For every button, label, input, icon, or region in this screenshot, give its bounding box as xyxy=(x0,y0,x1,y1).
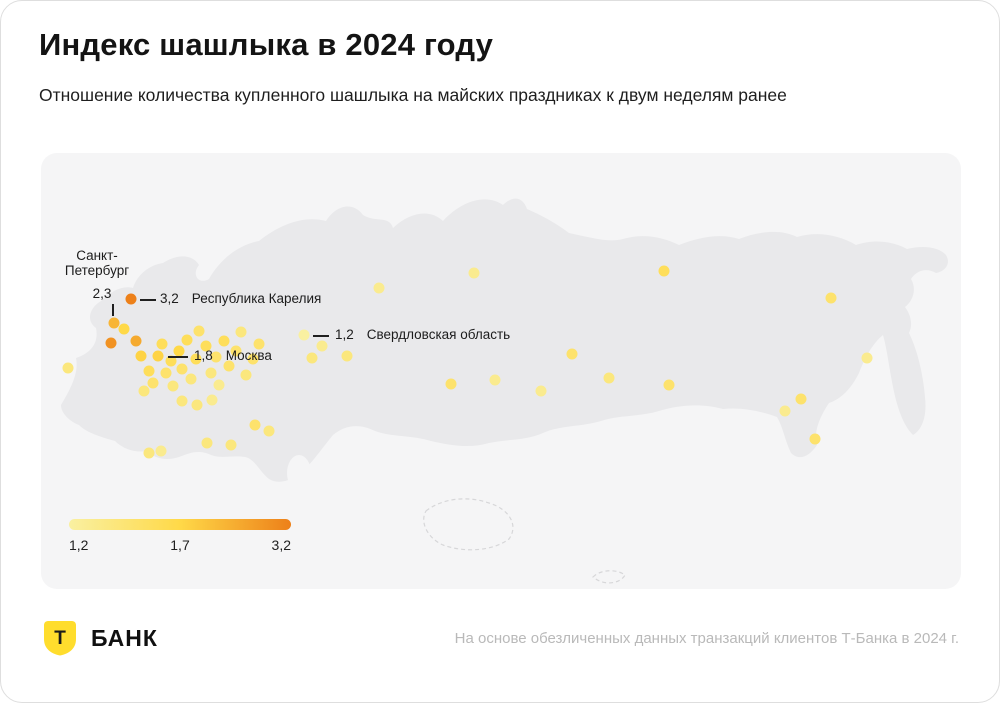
legend-gradient xyxy=(69,519,291,530)
data-point xyxy=(118,323,130,335)
data-point xyxy=(240,369,252,381)
data-point xyxy=(489,374,501,386)
annotation-sverdlovsk: 1,2 Свердловская область xyxy=(335,327,511,343)
data-point xyxy=(306,352,318,364)
annotation-karelia: 3,2 Республика Карелия xyxy=(160,291,322,307)
data-point xyxy=(155,445,167,457)
annotation-value: 3,2 xyxy=(160,291,179,306)
data-point xyxy=(218,335,230,347)
legend-max-label: 3,2 xyxy=(271,537,291,553)
data-point xyxy=(143,447,155,459)
data-point xyxy=(298,329,310,341)
data-point xyxy=(663,379,675,391)
tbank-logo-letter: Т xyxy=(54,628,66,649)
data-point xyxy=(156,338,168,350)
data-point xyxy=(160,367,172,379)
data-point xyxy=(341,350,353,362)
annotation-region: Республика Карелия xyxy=(191,291,322,306)
data-point xyxy=(225,439,237,451)
data-point xyxy=(173,345,185,357)
data-point xyxy=(263,425,275,437)
annotation-value-spb: 2,3 xyxy=(92,286,112,301)
annotation-leader-karelia xyxy=(140,299,156,301)
data-point xyxy=(125,293,137,305)
legend-mid-label: 1,7 xyxy=(170,537,190,553)
footer: Т БАНК На основе обезличенных данных тра… xyxy=(41,617,959,659)
caspian-sea-cutout xyxy=(287,455,311,491)
data-point xyxy=(135,350,147,362)
data-point xyxy=(62,362,74,374)
legend-labels: 1,2 1,7 3,2 xyxy=(69,537,291,553)
data-point xyxy=(191,399,203,411)
data-point xyxy=(176,363,188,375)
data-point xyxy=(535,385,547,397)
data-point xyxy=(861,352,873,364)
data-point xyxy=(213,379,225,391)
data-point xyxy=(138,385,150,397)
legend-min-label: 1,2 xyxy=(69,537,89,553)
data-point xyxy=(658,265,670,277)
dots-layer xyxy=(62,265,873,459)
page-title: Индекс шашлыка в 2024 году xyxy=(39,27,494,62)
data-point xyxy=(566,348,578,360)
data-point xyxy=(206,394,218,406)
data-point xyxy=(167,380,179,392)
neighbor-country-outline xyxy=(423,498,514,551)
data-point xyxy=(468,267,480,279)
data-point xyxy=(825,292,837,304)
data-point xyxy=(230,345,242,357)
tbank-shield-icon: Т xyxy=(44,621,76,656)
data-point xyxy=(105,337,117,349)
tbank-logo: Т БАНК xyxy=(41,619,158,657)
annotation-leader-sverdlovsk xyxy=(313,335,329,337)
data-point xyxy=(193,325,205,337)
map-card: Санкт-Петербург 2,3 3,2 Республика Карел… xyxy=(41,153,961,589)
russia-map xyxy=(61,198,948,584)
data-point xyxy=(190,353,202,365)
data-point xyxy=(809,433,821,445)
data-point xyxy=(247,353,259,365)
bank-label: БАНК xyxy=(91,624,158,651)
data-point xyxy=(223,360,235,372)
data-point xyxy=(147,377,159,389)
legend: 1,2 1,7 3,2 xyxy=(69,519,291,553)
annotation-leader-moscow xyxy=(168,356,188,358)
data-point xyxy=(210,351,222,363)
data-point xyxy=(201,437,213,449)
data-point xyxy=(249,419,261,431)
annotation-region-spb: Санкт-Петербург xyxy=(64,248,130,278)
data-point xyxy=(185,373,197,385)
data-point xyxy=(253,338,265,350)
data-point xyxy=(316,340,328,352)
data-point xyxy=(779,405,791,417)
data-point xyxy=(143,365,155,377)
data-point xyxy=(795,393,807,405)
annotation-value: 1,2 xyxy=(335,327,354,342)
data-point xyxy=(373,282,385,294)
data-point xyxy=(181,334,193,346)
annotation-region: Москва xyxy=(225,348,272,363)
data-point xyxy=(165,355,177,367)
data-point xyxy=(152,350,164,362)
annotation-leader-spb xyxy=(112,304,114,316)
data-point xyxy=(130,335,142,347)
neighbor-country-outline-small xyxy=(592,570,626,584)
data-point xyxy=(108,317,120,329)
data-point xyxy=(603,372,615,384)
data-source-note: На основе обезличенных данных транзакций… xyxy=(454,629,959,647)
annotation-region: Свердловская область xyxy=(366,327,511,342)
data-point xyxy=(235,326,247,338)
data-point xyxy=(200,340,212,352)
annotation-value: 1,8 xyxy=(194,348,213,363)
data-point xyxy=(205,367,217,379)
data-point xyxy=(445,378,457,390)
russia-landmass-shape xyxy=(61,198,948,482)
data-point xyxy=(176,395,188,407)
page-subtitle: Отношение количества купленного шашлыка … xyxy=(39,85,787,105)
annotation-moscow: 1,8 Москва xyxy=(194,348,272,364)
